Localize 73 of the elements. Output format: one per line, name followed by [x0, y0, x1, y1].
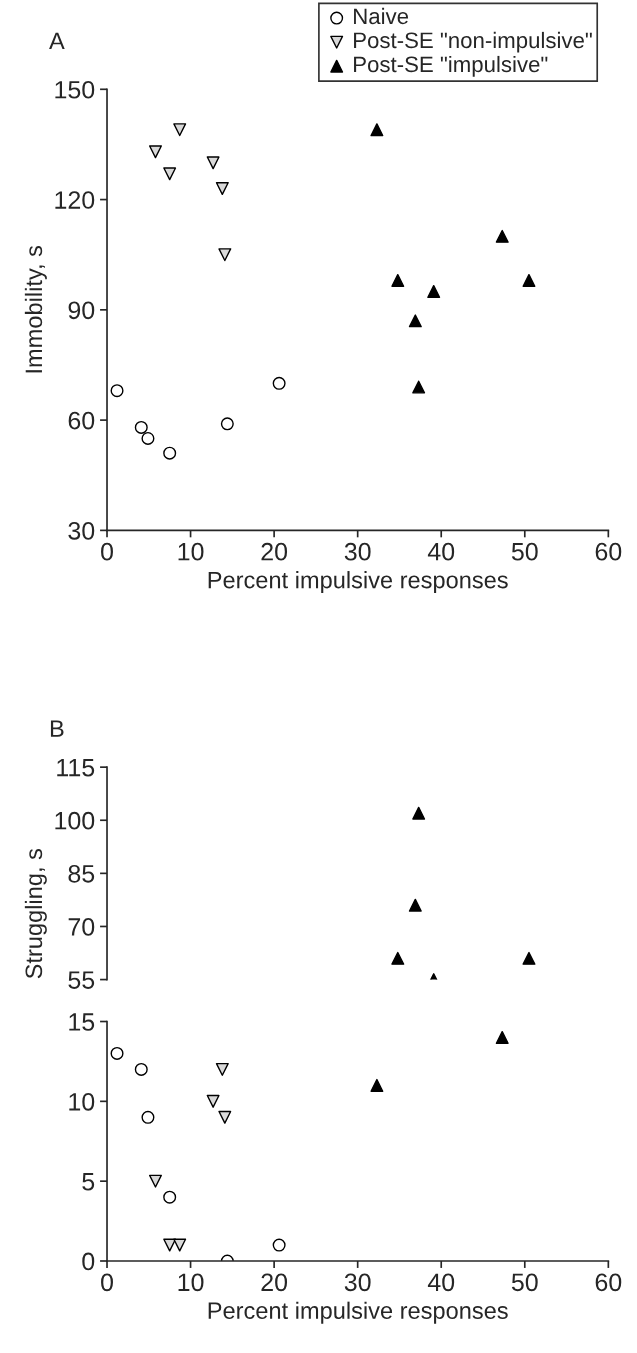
y-tick-label: 30: [68, 521, 95, 540]
point: [173, 1238, 187, 1252]
y-tick-label: 115: [57, 759, 95, 777]
x-axis-title: Percent impulsive responses: [208, 1301, 508, 1324]
point: [141, 431, 155, 445]
point: [495, 229, 509, 243]
x-tick-label: 10: [178, 542, 204, 561]
x-tick-label: 40: [427, 542, 455, 561]
y-tick-label: 120: [55, 191, 95, 209]
point: [391, 951, 405, 965]
point: [134, 1062, 148, 1076]
point: [220, 417, 234, 431]
point: [412, 380, 426, 394]
point: [110, 1046, 124, 1060]
y-axis-title: Immobility, s: [24, 245, 47, 373]
point: [110, 384, 124, 398]
point: [408, 898, 422, 912]
x-tick-label: 30: [344, 1273, 371, 1292]
point: [163, 1190, 177, 1204]
point: [134, 420, 148, 434]
point: [370, 123, 384, 137]
point: [148, 145, 162, 159]
y-tick-label: 70: [68, 918, 95, 936]
x-tick-label: 60: [595, 542, 622, 561]
point: [391, 273, 405, 287]
y-tick-label: 5: [82, 1173, 95, 1191]
y-tick-label: 55: [68, 971, 95, 989]
point: [215, 182, 229, 196]
x-tick-label: 20: [261, 1273, 288, 1292]
point: [173, 123, 187, 137]
x-tick-label: 40: [427, 1273, 455, 1292]
y-tick-label: 100: [55, 811, 95, 830]
point: [218, 1110, 232, 1124]
chart-title: B: [50, 720, 64, 737]
point: [522, 273, 536, 287]
y-tick-label: 0: [82, 1252, 95, 1271]
y-tick-label: 150: [55, 80, 95, 99]
point: [218, 248, 232, 262]
legend-label: Post-SE "impulsive": [354, 55, 548, 77]
point: [206, 1094, 220, 1108]
point: [427, 284, 441, 298]
point: [272, 376, 286, 390]
legend-label: Naive: [354, 7, 409, 25]
point: [141, 1110, 155, 1124]
point: [148, 1174, 162, 1188]
point: [215, 1062, 229, 1076]
y-tick-label: 90: [68, 301, 95, 320]
x-tick-label: 60: [595, 1273, 622, 1292]
x-tick-label: 50: [511, 1273, 538, 1292]
y-tick-label: 60: [68, 411, 95, 430]
x-tick-label: 30: [344, 542, 371, 561]
point: [370, 1078, 384, 1092]
x-tick-label: 10: [178, 1273, 204, 1292]
point: [163, 446, 177, 460]
point: [522, 951, 536, 965]
y-tick-label: 85: [68, 864, 95, 883]
point: [412, 806, 426, 820]
x-tick-label: 0: [101, 1273, 113, 1292]
legend-label: Post-SE "non-impulsive": [354, 31, 592, 53]
y-axis-title: Struggling, s: [24, 848, 47, 979]
y-tick-label: 15: [69, 1013, 95, 1031]
x-tick-label: 20: [261, 542, 288, 561]
point: [272, 1238, 286, 1252]
point: [163, 167, 177, 181]
point: [495, 1030, 509, 1044]
x-tick-label: 50: [511, 542, 538, 561]
point: [408, 314, 422, 328]
x-axis-title: Percent impulsive responses: [208, 571, 508, 594]
chart-title: A: [49, 32, 65, 50]
y-tick-label: 10: [69, 1092, 95, 1111]
x-tick-label: 0: [101, 542, 113, 561]
point: [163, 1238, 177, 1252]
point: [206, 156, 220, 170]
